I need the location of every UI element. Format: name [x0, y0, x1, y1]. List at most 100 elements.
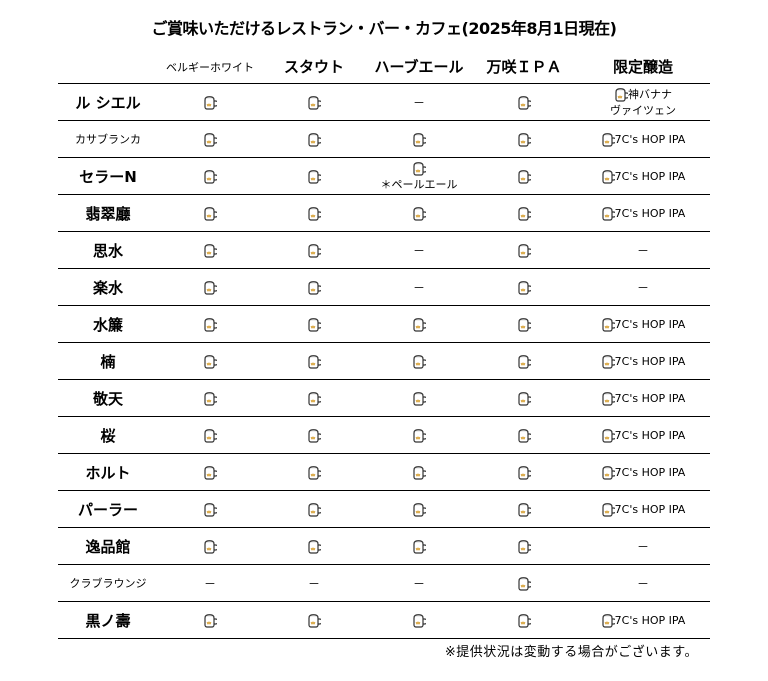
beer-mug-icon	[203, 428, 219, 443]
availability-cell	[366, 490, 472, 528]
beer-mug-icon	[307, 206, 323, 221]
venue-name: 楠	[58, 342, 158, 380]
header-stout: スタウト	[262, 50, 366, 84]
availability-cell	[262, 83, 366, 121]
beer-mug-icon	[412, 132, 428, 147]
availability-cell: 7C's HOP IPA	[576, 416, 710, 454]
table-row: 楠 7C's HOP IPA	[58, 342, 710, 380]
table-row: 敬天 7C's HOP IPA	[58, 379, 710, 417]
beer-mug-icon	[517, 502, 533, 517]
availability-cell	[472, 490, 576, 528]
venue-name: 楽水	[58, 268, 158, 306]
availability-cell	[262, 120, 366, 158]
availability-cell: 7C's HOP IPA	[576, 601, 710, 639]
table-row: カサブランカ 7C's HOP IPA	[58, 120, 710, 158]
beer-mug-icon	[203, 280, 219, 295]
availability-cell	[158, 268, 262, 306]
availability-cell	[262, 231, 366, 269]
beer-mug-icon	[203, 391, 219, 406]
beer-mug-icon	[412, 502, 428, 517]
table-row: ホルト 7C's HOP IPA	[58, 453, 710, 491]
dash: －	[412, 576, 425, 591]
availability-cell: －	[366, 268, 472, 306]
beer-mug-icon	[517, 354, 533, 369]
beer-mug-icon	[203, 539, 219, 554]
availability-cell	[158, 231, 262, 269]
beer-mug-icon	[307, 95, 323, 110]
beer-mug-icon	[614, 87, 630, 102]
availability-cell	[158, 527, 262, 565]
beer-mug-icon	[203, 169, 219, 184]
table-row: クラブラウンジ － － － －	[58, 564, 710, 602]
availability-cell	[158, 342, 262, 380]
limited-beer-name: 7C's HOP IPA	[614, 613, 686, 627]
venue-name: 逸品館	[58, 527, 158, 565]
availability-cell	[472, 416, 576, 454]
beer-mug-icon	[412, 206, 428, 221]
beer-mug-icon	[517, 613, 533, 628]
beer-mug-icon	[307, 354, 323, 369]
beer-mug-icon	[517, 169, 533, 184]
venue-name: セラーN	[58, 157, 158, 195]
beer-mug-icon	[517, 576, 533, 591]
availability-cell	[472, 527, 576, 565]
availability-cell	[158, 305, 262, 343]
dash: －	[636, 243, 649, 258]
availability-cell	[262, 157, 366, 195]
header-row: ベルギーホワイト スタウト ハーブエール 万咲ＩＰＡ 限定醸造	[58, 50, 710, 84]
beer-mug-icon	[601, 354, 617, 369]
beer-mug-icon	[517, 539, 533, 554]
table-row: 水簾 7C's HOP IPA	[58, 305, 710, 343]
availability-cell	[472, 157, 576, 195]
availability-cell	[158, 157, 262, 195]
availability-cell	[366, 453, 472, 491]
beer-mug-icon	[517, 132, 533, 147]
availability-cell	[472, 194, 576, 232]
beer-mug-icon	[307, 613, 323, 628]
table-row: ル シエル － 神バナナ ヴァイツェン	[58, 83, 710, 121]
limited-beer-name: 7C's HOP IPA	[614, 169, 686, 183]
availability-cell: －	[366, 564, 472, 602]
beer-mug-icon	[601, 169, 617, 184]
availability-cell: ＊ペールエール	[366, 157, 472, 195]
beer-note: ＊ペールエール	[380, 177, 458, 191]
beer-mug-icon	[601, 613, 617, 628]
availability-cell	[472, 379, 576, 417]
page-title: ご賞味いただけるレストラン・バー・カフェ(2025年8月1日現在)	[151, 19, 617, 38]
table-row: 思水 － －	[58, 231, 710, 269]
header-herb-ale: ハーブエール	[366, 50, 472, 84]
beer-mug-icon	[517, 465, 533, 480]
beer-mug-icon	[601, 428, 617, 443]
availability-cell	[262, 342, 366, 380]
beer-mug-icon	[412, 613, 428, 628]
table-row: 逸品館 －	[58, 527, 710, 565]
availability-cell	[472, 453, 576, 491]
header-blank	[58, 50, 158, 84]
beer-mug-icon	[601, 502, 617, 517]
availability-cell: 7C's HOP IPA	[576, 120, 710, 158]
dash: －	[636, 576, 649, 591]
beer-mug-icon	[412, 161, 428, 176]
venue-name: 桜	[58, 416, 158, 454]
availability-cell	[262, 194, 366, 232]
availability-cell: －	[576, 231, 710, 269]
beer-mug-icon	[412, 465, 428, 480]
availability-cell	[472, 342, 576, 380]
availability-cell	[366, 305, 472, 343]
limited-beer-name: 7C's HOP IPA	[614, 465, 686, 479]
limited-beer-name: 7C's HOP IPA	[614, 428, 686, 442]
venue-name: 黒ノ壽	[58, 601, 158, 639]
availability-cell: 7C's HOP IPA	[576, 342, 710, 380]
beer-note: ヴァイツェン	[610, 104, 676, 117]
venue-name: クラブラウンジ	[58, 564, 158, 602]
table-row: セラーN ＊ペールエール 7C's HOP IPA	[58, 157, 710, 195]
beer-mug-icon	[203, 132, 219, 147]
venue-name: カサブランカ	[58, 120, 158, 158]
beer-mug-icon	[517, 391, 533, 406]
availability-cell	[472, 83, 576, 121]
beer-mug-icon	[307, 317, 323, 332]
limited-beer-name: 神バナナ	[628, 88, 672, 101]
availability-cell: 7C's HOP IPA	[576, 453, 710, 491]
availability-cell	[472, 231, 576, 269]
dash: －	[412, 280, 425, 295]
